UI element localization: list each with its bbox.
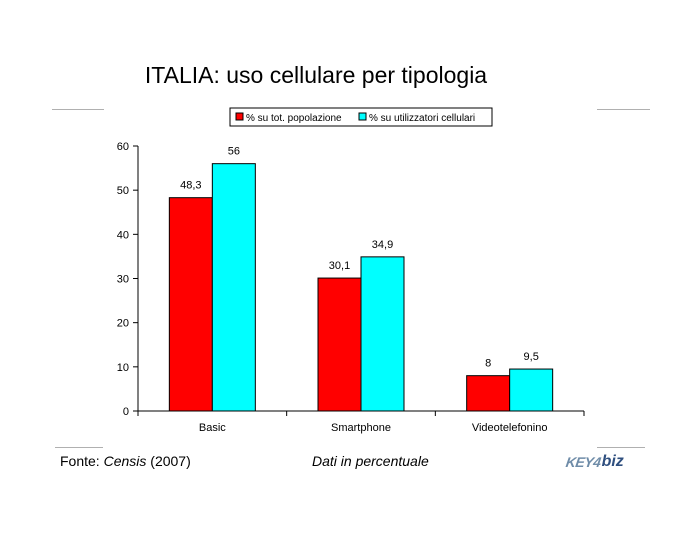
- data-label: 56: [228, 146, 240, 158]
- y-tick-label: 30: [117, 274, 129, 286]
- x-axis: Basic Smartphone Videotelefonino: [137, 410, 585, 434]
- source-name: Censis: [103, 453, 147, 469]
- bar: [466, 375, 511, 412]
- legend-swatch: [235, 112, 244, 121]
- data-label: 8: [485, 358, 491, 370]
- data-note: Dati in percentuale: [312, 453, 429, 469]
- logo-biz-text: biz: [601, 453, 624, 470]
- logo-key-text: KEY4: [564, 454, 602, 470]
- source-year: (2007): [146, 453, 191, 469]
- page-title-text: ITALIA: uso cellulare per tipologia: [144, 62, 488, 88]
- x-tick-label: Smartphone: [331, 422, 391, 434]
- y-axis: 0 10 20 30 40 50 60: [117, 141, 139, 418]
- data-label: 9,5: [524, 351, 539, 363]
- bar: [360, 256, 405, 412]
- legend-label: % su tot. popolazione: [246, 113, 342, 124]
- y-tick-label: 50: [117, 185, 129, 197]
- bar: [509, 368, 554, 412]
- data-label: 30,1: [329, 260, 350, 272]
- legend-label: % su utilizzatori cellulari: [369, 113, 475, 124]
- y-tick-label: 0: [123, 406, 129, 418]
- bar: [211, 163, 256, 412]
- divider-bottom-right: [597, 447, 645, 448]
- data-label: 48,3: [180, 180, 201, 192]
- divider-bottom-left: [55, 447, 103, 448]
- divider-top-right: [597, 109, 650, 110]
- divider-top-left: [52, 109, 104, 110]
- y-tick-label: 20: [117, 318, 129, 330]
- x-tick-label: Videotelefonino: [472, 422, 548, 434]
- source-prefix: Fonte:: [60, 453, 104, 469]
- y-tick-label: 10: [117, 362, 129, 374]
- bar: [317, 277, 362, 412]
- chart-legend: % su tot. popolazione % su utilizzatori c…: [229, 107, 493, 127]
- page-title: ITALIA: uso cellulare per tipologia: [0, 62, 632, 89]
- data-label: 34,9: [372, 239, 393, 251]
- y-tick-label: 60: [117, 141, 129, 153]
- bar: [168, 197, 213, 412]
- y-tick-label: 40: [117, 229, 129, 241]
- x-tick-label: Basic: [199, 422, 226, 434]
- key4biz-logo: KEY4 biz: [564, 451, 642, 473]
- bar-series: 48,3 56 30,1 34,9 8 9,5: [168, 146, 554, 412]
- legend-swatch: [358, 112, 367, 121]
- source-credit: Fonte: Censis (2007): [60, 453, 191, 469]
